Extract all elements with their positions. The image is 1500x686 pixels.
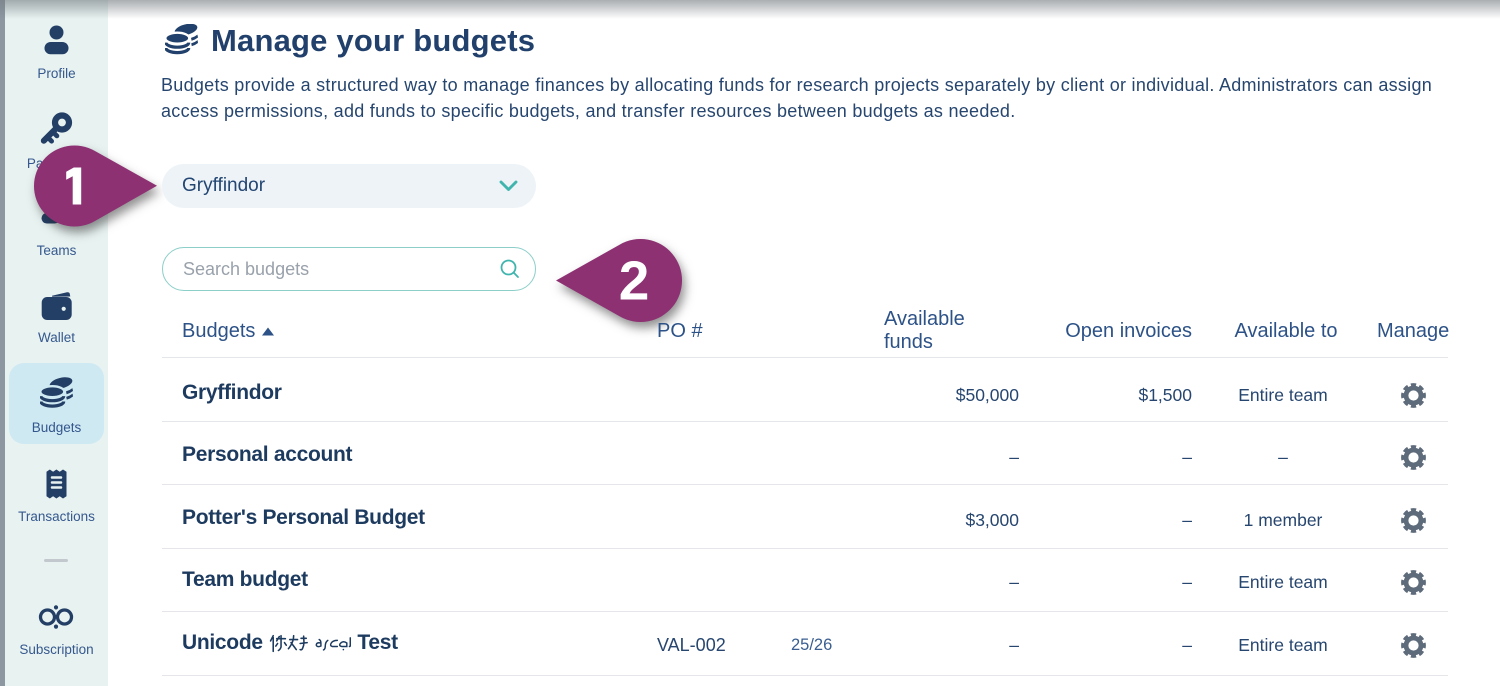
svg-text:2: 2: [619, 250, 650, 312]
